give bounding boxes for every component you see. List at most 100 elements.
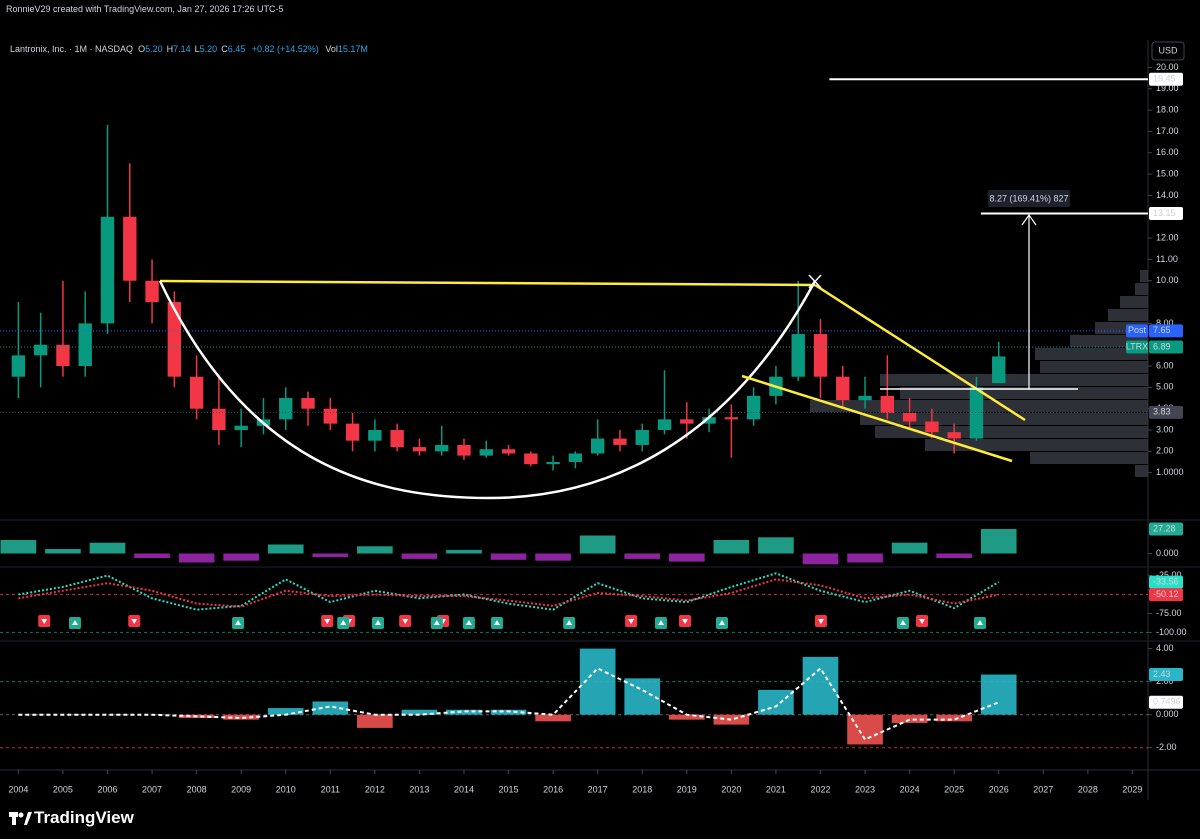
y-tick-label: 3.00 <box>1156 424 1174 434</box>
signal-arrow <box>919 619 926 624</box>
histogram-bar <box>758 537 794 554</box>
x-tick-label: 2021 <box>766 784 786 794</box>
histogram-bar <box>535 714 571 722</box>
symbol: Lantronix, Inc. · 1M · NASDAQ <box>10 44 134 54</box>
y-tick-label: 20.00 <box>1156 62 1179 72</box>
ohlc-value: 5.20 <box>145 44 163 54</box>
candle-body <box>992 356 1006 384</box>
y-tick-label: 17.00 <box>1156 126 1179 136</box>
volume-value: 15.17M <box>337 44 368 54</box>
y-tick-label: 18.00 <box>1156 104 1179 114</box>
signal-arrow <box>566 620 573 625</box>
candle-body <box>635 430 649 445</box>
candle-body <box>145 280 159 303</box>
candle-body <box>167 302 182 377</box>
signal-arrow <box>71 620 78 625</box>
x-tick-label: 2022 <box>810 784 830 794</box>
y-tick-label: 4.00 <box>1156 643 1174 653</box>
x-tick-label: 2015 <box>499 784 519 794</box>
signal-arrow <box>41 619 48 624</box>
histogram-bar <box>0 540 37 554</box>
candle-body <box>702 417 716 424</box>
price-tag <box>1149 405 1183 419</box>
brand: TradingView <box>34 808 134 827</box>
y-tick-label: 16.00 <box>1156 147 1179 157</box>
marks: 1.0000 2.00 3.00 4.00 5.00 6.00 8.00 10.00 11.00… <box>0 62 1187 794</box>
histogram-bar <box>267 708 304 715</box>
signal-arrow <box>324 619 331 624</box>
histogram-bar <box>89 542 126 554</box>
candle-body <box>212 408 226 431</box>
histogram-bar <box>178 553 215 563</box>
candle-body <box>479 449 493 456</box>
y-tick-label: -75.00 <box>1156 608 1182 618</box>
price-tag-label: 13.15 <box>1153 208 1176 218</box>
change: +0.82 (+14.52%) <box>251 44 319 54</box>
trendline <box>159 279 816 287</box>
x-tick-label: 2028 <box>1078 784 1098 794</box>
indicator-line <box>18 572 1000 611</box>
signal-arrow <box>493 620 500 625</box>
signal-arrow <box>657 620 664 625</box>
candle-body <box>746 395 761 420</box>
candle-body <box>724 417 739 420</box>
candle-body <box>813 334 828 377</box>
histogram-bar <box>446 709 482 715</box>
ohlc: O5.20 H7.14 L5.20 C6.45 <box>138 44 249 54</box>
candle-body <box>680 419 694 424</box>
x-tick-label: 2009 <box>231 784 251 794</box>
x-tick-label: 2026 <box>989 784 1009 794</box>
price-tag-label: 6.89 <box>1153 341 1171 351</box>
cup-curve <box>158 280 817 500</box>
ohlc-key: H <box>166 44 174 54</box>
signal-arrow <box>340 620 347 625</box>
candle-body <box>925 421 939 433</box>
candle-body <box>345 423 360 441</box>
y-tick-label: 1.0000 <box>1156 467 1184 477</box>
histogram-bar <box>980 528 1017 554</box>
candle-body <box>524 453 538 465</box>
measure-box <box>988 190 1070 207</box>
candle-body <box>657 419 672 431</box>
signal-arrow <box>718 620 725 625</box>
tag-name-box <box>1126 340 1148 354</box>
y-tick-label: 2.00 <box>1156 446 1174 456</box>
x-tick-label: 2005 <box>53 784 73 794</box>
y-tick-label: 0.000 <box>1156 709 1179 719</box>
candle-body <box>902 412 917 422</box>
price-tag-label: 0.7496 <box>1153 697 1181 707</box>
wedge-line <box>814 283 1026 422</box>
y-tick-label: 0.000 <box>1156 548 1179 558</box>
histogram-bar <box>446 549 482 554</box>
histogram-bar <box>847 553 883 563</box>
y-tick-label: 5.00 <box>1156 382 1174 392</box>
signal-arrow <box>465 620 472 625</box>
x-tick-label: 2007 <box>142 784 162 794</box>
histogram-bar <box>980 674 1017 715</box>
signal-arrow <box>817 619 824 624</box>
x-tick-label: 2027 <box>1033 784 1053 794</box>
measure-label: 8.27 (169.41%) 827 <box>989 193 1068 203</box>
candle-body <box>323 408 337 424</box>
candle-body <box>435 444 449 452</box>
histogram-bar <box>802 656 839 715</box>
candle-body <box>123 216 137 281</box>
candle-body <box>368 430 382 441</box>
histogram-bar <box>891 542 928 554</box>
ohlc-key: C <box>221 44 228 54</box>
histogram-bar <box>624 553 661 559</box>
y-tick-label: 19.00 <box>1156 83 1179 93</box>
candle-body <box>33 344 48 356</box>
candle-body <box>836 376 850 401</box>
tag-name: Post <box>1128 325 1147 335</box>
histogram-bar <box>223 714 259 720</box>
candle-body <box>279 398 293 420</box>
candle-body <box>947 432 961 439</box>
candle-body <box>969 387 984 439</box>
tag-name-box <box>1126 324 1148 338</box>
x-tick-label: 2008 <box>187 784 207 794</box>
price-tag <box>1149 695 1183 709</box>
x-tick-label: 2006 <box>97 784 117 794</box>
